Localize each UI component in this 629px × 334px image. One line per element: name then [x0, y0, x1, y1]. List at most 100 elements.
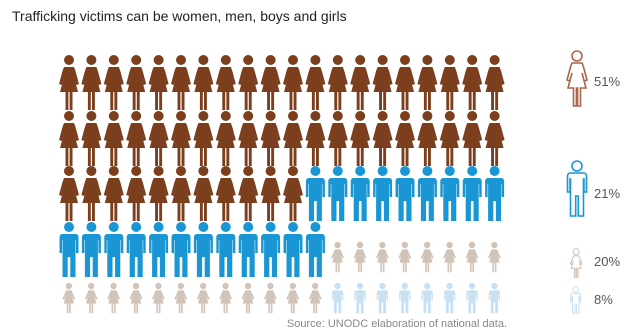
- pictogram-women-3: [103, 55, 124, 110]
- pictogram-women-36: [395, 111, 415, 166]
- pictogram-men-9: [485, 166, 505, 221]
- pictogram-girls-10: [84, 282, 98, 314]
- pictogram-women-35: [372, 111, 393, 166]
- pictogram-women-48: [215, 166, 236, 221]
- legend-label-boys: 8%: [594, 292, 613, 307]
- pictogram-boys-3: [376, 282, 388, 314]
- legend-label-girls: 20%: [594, 254, 621, 269]
- pictogram-women-6: [171, 55, 191, 110]
- pictogram-women-45: [148, 166, 169, 221]
- pictogram-girls-14: [174, 282, 188, 314]
- legend-men-outline-icon: [566, 160, 588, 217]
- pictogram-girls-9: [62, 282, 76, 314]
- pictogram-women-25: [148, 111, 169, 166]
- pictogram-women-24: [126, 111, 147, 166]
- pictogram-men-6: [417, 166, 437, 221]
- legend-women-outline-icon: [566, 50, 588, 107]
- pictogram-women-44: [126, 166, 147, 221]
- pictogram-men-5: [395, 166, 415, 221]
- pictogram-boys-8: [488, 282, 500, 314]
- legend-boys-outline-icon: [570, 286, 582, 314]
- pictogram-boys-6: [444, 282, 456, 314]
- pictogram-men-11: [81, 222, 101, 277]
- pictogram-women-12: [305, 55, 326, 110]
- pictogram-women-27: [193, 111, 214, 166]
- pictogram-girls-7: [465, 241, 479, 273]
- pictogram-girls-16: [219, 282, 232, 314]
- pictogram-girls-5: [420, 241, 434, 273]
- pictogram-men-12: [104, 222, 124, 277]
- pictogram-women-22: [81, 111, 102, 166]
- pictogram-women-40: [484, 111, 505, 166]
- pictogram-women-20: [484, 55, 505, 110]
- pictogram-girls-6: [443, 241, 456, 273]
- pictogram-women-2: [81, 55, 102, 110]
- pictogram-women-51: [283, 166, 303, 221]
- pictogram-men-10: [59, 222, 79, 277]
- pictogram-women-5: [148, 55, 169, 110]
- pictogram-women-18: [439, 55, 460, 110]
- pictogram-women-4: [126, 55, 147, 110]
- pictogram-women-11: [283, 55, 303, 110]
- pictogram-women-31: [283, 111, 303, 166]
- pictogram-girls-11: [107, 282, 120, 314]
- pictogram-men-7: [440, 166, 460, 221]
- pictogram-women-21: [59, 111, 79, 166]
- pictogram-women-33: [327, 111, 348, 166]
- pictogram-women-13: [327, 55, 348, 110]
- pictogram-women-9: [238, 55, 259, 110]
- pictogram-women-26: [171, 111, 191, 166]
- pictogram-women-28: [215, 111, 236, 166]
- pictogram-women-49: [238, 166, 259, 221]
- pictogram-men-4: [373, 166, 393, 221]
- pictogram-men-20: [283, 222, 303, 277]
- pictogram-boys-5: [421, 282, 433, 314]
- pictogram-girls-12: [129, 282, 143, 314]
- pictogram-women-17: [417, 55, 438, 110]
- pictogram-girls-1: [331, 241, 344, 273]
- pictogram-women-41: [59, 166, 79, 221]
- pictogram-girls-20: [308, 282, 322, 314]
- pictogram-women-29: [238, 111, 259, 166]
- pictogram-boys-1: [332, 282, 344, 314]
- pictogram-girls-2: [353, 241, 367, 273]
- pictogram-girls-8: [488, 241, 501, 273]
- pictogram-men-17: [216, 222, 236, 277]
- pictogram-women-19: [462, 55, 483, 110]
- pictogram-women-42: [81, 166, 102, 221]
- pictogram-men-18: [238, 222, 258, 277]
- pictogram-women-32: [305, 111, 326, 166]
- pictogram-men-1: [305, 166, 325, 221]
- pictogram-men-3: [350, 166, 370, 221]
- pictogram-men-21: [305, 222, 325, 277]
- pictogram-men-15: [171, 222, 191, 277]
- pictogram-women-39: [462, 111, 483, 166]
- pictogram-women-43: [103, 166, 124, 221]
- pictogram-girls-3: [376, 241, 389, 273]
- pictogram-women-38: [439, 111, 460, 166]
- pictogram-women-50: [260, 166, 281, 221]
- pictogram-men-14: [149, 222, 169, 277]
- chart-title: Trafficking victims can be women, men, b…: [12, 8, 347, 24]
- pictogram-girls-19: [286, 282, 300, 314]
- pictogram-men-16: [193, 222, 213, 277]
- pictogram-women-16: [395, 55, 415, 110]
- pictogram-boys-7: [466, 282, 478, 314]
- legend-label-men: 21%: [594, 186, 621, 201]
- legend-girls-outline-icon: [569, 248, 583, 278]
- pictogram-girls-13: [152, 282, 165, 314]
- pictogram-women-46: [171, 166, 191, 221]
- pictogram-women-7: [193, 55, 214, 110]
- legend-label-women: 51%: [594, 74, 621, 89]
- pictogram-women-15: [372, 55, 393, 110]
- legend-icons: [566, 50, 588, 314]
- pictogram-women-23: [103, 111, 124, 166]
- pictogram-women-8: [215, 55, 236, 110]
- pictogram-boys-4: [399, 282, 411, 314]
- pictogram-women-10: [260, 55, 281, 110]
- pictogram-women-37: [417, 111, 438, 166]
- pictogram-girls-18: [264, 282, 277, 314]
- pictogram-men-13: [126, 222, 146, 277]
- pictogram-men-2: [328, 166, 348, 221]
